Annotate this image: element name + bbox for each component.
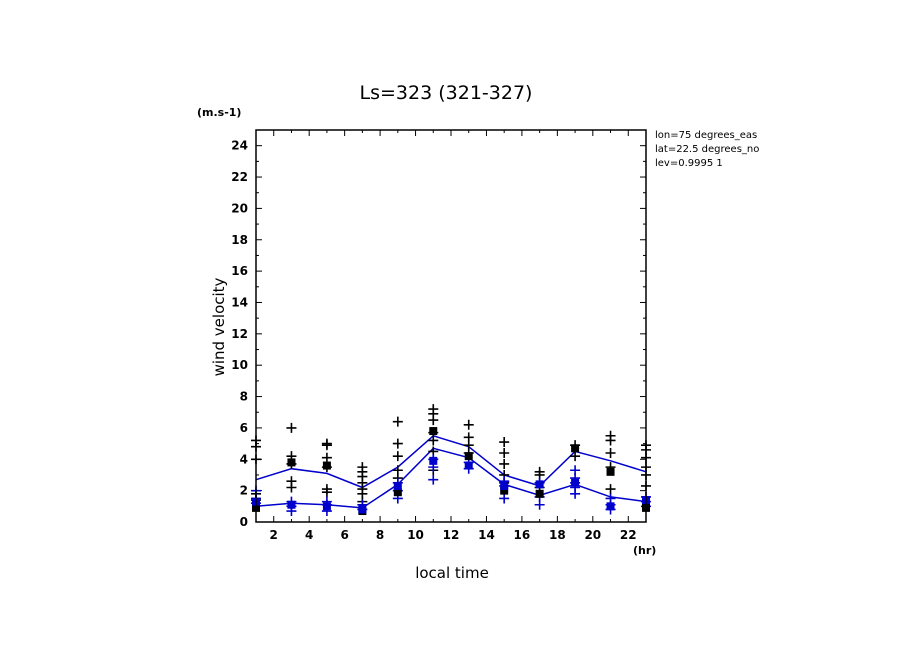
axis-ticks bbox=[255, 130, 647, 523]
cross-marker bbox=[286, 482, 297, 493]
cross-marker bbox=[499, 448, 510, 459]
square-marker bbox=[393, 481, 402, 490]
square-marker bbox=[322, 461, 331, 470]
info-line-lev: lev=0.9995 1 bbox=[655, 158, 723, 169]
y-tick-label: 0 bbox=[240, 515, 248, 529]
y-tick-label: 6 bbox=[240, 421, 248, 435]
x-axis-label: local time bbox=[415, 564, 489, 582]
y-tick-label: 2 bbox=[240, 484, 248, 498]
y-tick-label: 24 bbox=[231, 139, 248, 153]
cross-marker bbox=[321, 487, 332, 498]
x-tick-label: 8 bbox=[376, 528, 384, 542]
cross-marker bbox=[428, 415, 439, 426]
square-marker bbox=[429, 456, 438, 465]
square-marker bbox=[535, 480, 544, 489]
cross-marker bbox=[605, 435, 616, 446]
x-tick-label: 20 bbox=[584, 528, 601, 542]
square-marker bbox=[464, 452, 473, 461]
x-tick-label: 6 bbox=[340, 528, 348, 542]
cross-marker bbox=[286, 422, 297, 433]
y-tick-label: 8 bbox=[240, 390, 248, 404]
cross-marker bbox=[534, 499, 545, 510]
square-marker bbox=[571, 478, 580, 487]
x-tick-label: 16 bbox=[514, 528, 531, 542]
x-unit-label: (hr) bbox=[633, 544, 656, 557]
y-tick-label: 16 bbox=[231, 264, 248, 278]
cross-marker bbox=[499, 437, 510, 448]
x-tick-label: 14 bbox=[478, 528, 495, 542]
x-tick-label: 4 bbox=[305, 528, 313, 542]
square-marker bbox=[606, 467, 615, 476]
cross-marker bbox=[321, 440, 332, 451]
square-marker bbox=[500, 486, 509, 495]
x-tick-label: 22 bbox=[620, 528, 637, 542]
square-marker bbox=[287, 458, 296, 467]
y-axis-label: wind velocity bbox=[210, 277, 228, 376]
square-marker bbox=[571, 444, 580, 453]
y-tick-label: 12 bbox=[231, 327, 248, 341]
cross-marker bbox=[605, 448, 616, 459]
y-tick-label: 18 bbox=[231, 233, 248, 247]
y-tick-label: 14 bbox=[231, 295, 248, 309]
square-marker bbox=[287, 500, 296, 509]
cross-marker bbox=[605, 484, 616, 495]
square-marker bbox=[393, 488, 402, 497]
cross-marker bbox=[499, 458, 510, 469]
cross-marker bbox=[570, 488, 581, 499]
info-line-lon: lon=75 degrees_eas bbox=[655, 130, 757, 141]
y-tick-label: 10 bbox=[231, 358, 248, 372]
x-tick-label: 10 bbox=[407, 528, 424, 542]
series-line-1 bbox=[255, 434, 647, 489]
square-marker bbox=[429, 427, 438, 436]
cross-marker bbox=[392, 416, 403, 427]
square-marker bbox=[500, 481, 509, 490]
x-tick-label: 2 bbox=[270, 528, 278, 542]
square-marker bbox=[606, 502, 615, 511]
cross-marker bbox=[392, 451, 403, 462]
square-marker bbox=[322, 502, 331, 511]
series-line-2 bbox=[255, 447, 647, 509]
square-marker bbox=[535, 489, 544, 498]
cross-marker bbox=[428, 474, 439, 485]
square-marker bbox=[464, 461, 473, 470]
y-tick-label: 22 bbox=[231, 170, 248, 184]
cross-marker bbox=[321, 452, 332, 463]
x-tick-label: 12 bbox=[443, 528, 460, 542]
chart-title: Ls=323 (321-327) bbox=[360, 82, 533, 104]
cross-marker bbox=[570, 451, 581, 462]
x-tick-label: 18 bbox=[549, 528, 566, 542]
y-tick-label: 20 bbox=[231, 201, 248, 215]
info-box: lon=75 degrees_eas lat=22.5 degrees_no l… bbox=[655, 130, 759, 169]
series-lines bbox=[255, 434, 647, 509]
info-line-lat: lat=22.5 degrees_no bbox=[655, 144, 759, 155]
y-unit-label: (m.s-1) bbox=[197, 106, 241, 119]
plot-frame bbox=[255, 129, 647, 523]
cross-marker bbox=[499, 493, 510, 504]
square-marker bbox=[358, 505, 367, 514]
cross-marker bbox=[463, 419, 474, 430]
cross-marker bbox=[392, 438, 403, 449]
cross-marker bbox=[428, 435, 439, 446]
data-markers bbox=[251, 404, 651, 517]
y-tick-label: 4 bbox=[240, 452, 248, 466]
